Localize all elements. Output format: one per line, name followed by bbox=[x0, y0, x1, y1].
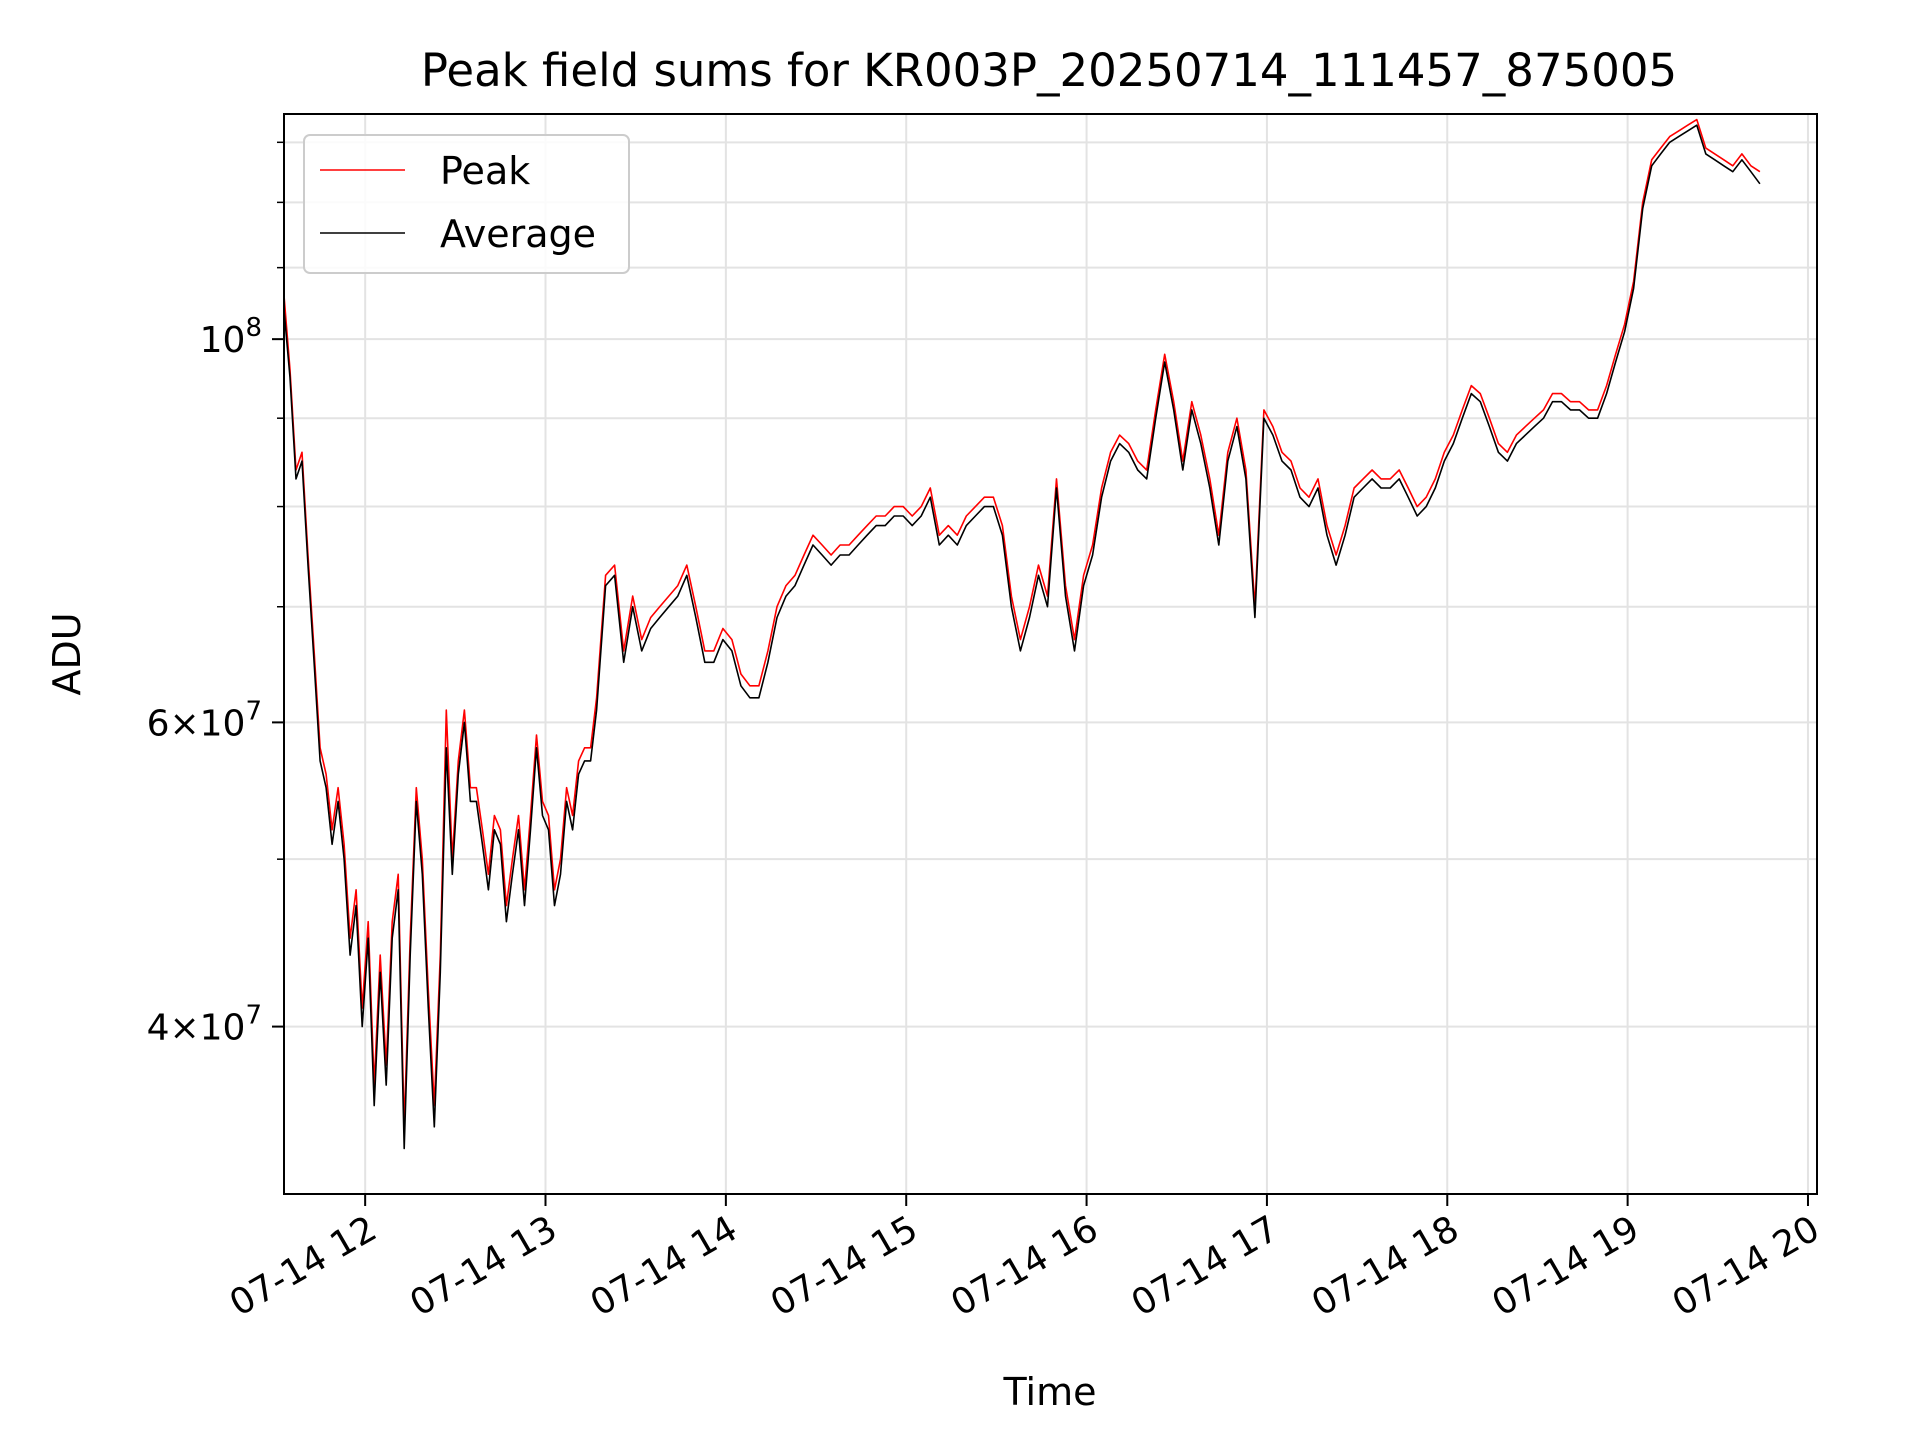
y-tick-exponent: 8 bbox=[245, 313, 262, 343]
chart-title: Peak field sums for KR003P_20250714_1114… bbox=[421, 44, 1677, 97]
grid bbox=[284, 114, 1817, 1194]
y-tick-label: 4×107 bbox=[147, 1001, 262, 1049]
y-axis-label: ADU bbox=[45, 612, 89, 695]
legend-peak-label: Peak bbox=[440, 149, 530, 193]
plot-frame bbox=[283, 113, 1818, 1195]
y-tick-base: 10 bbox=[200, 320, 246, 361]
legend-average-label: Average bbox=[440, 212, 596, 256]
y-tick-label: 6×107 bbox=[147, 696, 262, 744]
y-tick-mantissa: 6 bbox=[147, 703, 170, 744]
x-axis-label: Time bbox=[1003, 1370, 1097, 1414]
y-tick-label: 108 bbox=[200, 313, 262, 361]
y-tick-times-sign: ×10 bbox=[169, 1008, 245, 1049]
y-tick-exponent: 7 bbox=[245, 1001, 262, 1031]
legend: Peak Average bbox=[303, 134, 630, 274]
y-tick-mantissa: 4 bbox=[147, 1008, 170, 1049]
y-tick-exponent: 7 bbox=[245, 696, 262, 726]
series-line-average bbox=[283, 124, 1761, 1150]
y-tick-times-sign: ×10 bbox=[169, 703, 245, 744]
data-lines bbox=[283, 118, 1761, 1150]
series-line-peak bbox=[283, 118, 1761, 1128]
